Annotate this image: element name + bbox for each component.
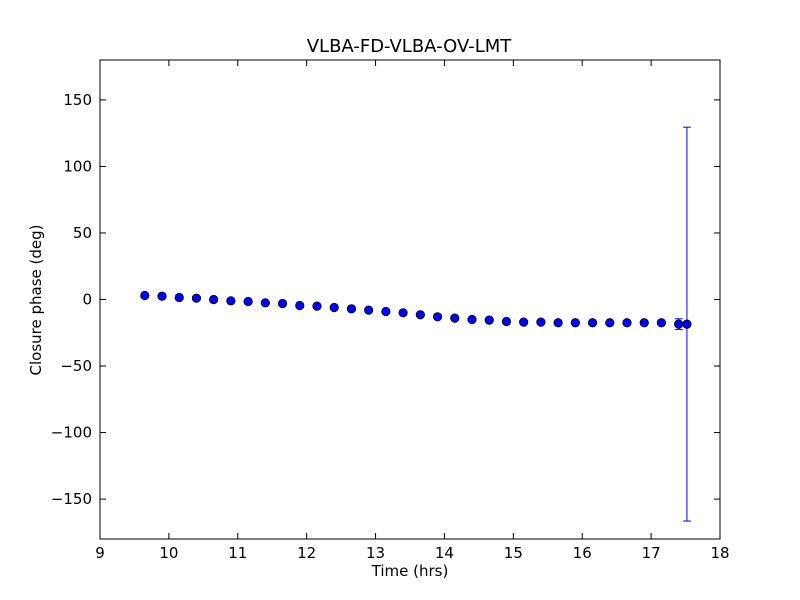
data-point bbox=[501, 316, 512, 327]
x-tick-label: 17 bbox=[642, 544, 661, 562]
data-point bbox=[553, 318, 563, 328]
data-point bbox=[364, 305, 374, 315]
y-tick-label: 150 bbox=[63, 91, 92, 109]
x-tick-label: 11 bbox=[228, 544, 247, 562]
data-point bbox=[209, 294, 219, 305]
data-point bbox=[191, 293, 202, 303]
data-point bbox=[398, 308, 408, 318]
data-point bbox=[467, 314, 477, 325]
data-point bbox=[157, 291, 167, 301]
data-point bbox=[674, 319, 684, 329]
x-tick-label: 16 bbox=[573, 544, 592, 562]
plot-frame bbox=[99, 59, 721, 540]
points-layer bbox=[140, 290, 692, 329]
data-point bbox=[381, 306, 391, 317]
y-tick-label: −50 bbox=[60, 357, 92, 375]
x-tick-label: 12 bbox=[297, 544, 316, 562]
data-point bbox=[312, 301, 322, 311]
data-point bbox=[432, 312, 443, 322]
data-point bbox=[605, 318, 615, 328]
data-point bbox=[415, 310, 425, 320]
data-point bbox=[587, 318, 598, 328]
data-point bbox=[536, 317, 546, 327]
data-point bbox=[570, 318, 580, 328]
chart-title: VLBA-FD-VLBA-OV-LMT bbox=[307, 36, 513, 57]
x-tick-label: 9 bbox=[95, 544, 105, 562]
data-point bbox=[174, 292, 184, 303]
y-axis-label: Closure phase (deg) bbox=[27, 225, 45, 376]
data-point bbox=[140, 290, 150, 301]
data-point bbox=[484, 315, 494, 325]
data-point bbox=[656, 318, 667, 328]
x-tick-label: 13 bbox=[366, 544, 385, 562]
y-tick-label: 0 bbox=[82, 291, 92, 309]
data-point bbox=[260, 298, 270, 308]
y-tick-label: 100 bbox=[63, 157, 92, 175]
data-point bbox=[639, 318, 649, 328]
x-tick-label: 14 bbox=[435, 544, 454, 562]
data-point bbox=[243, 296, 253, 307]
data-point bbox=[450, 313, 460, 323]
data-point bbox=[682, 319, 692, 329]
data-point bbox=[226, 296, 236, 306]
x-axis-label: Time (hrs) bbox=[371, 562, 449, 580]
x-tick-label: 15 bbox=[504, 544, 523, 562]
data-point bbox=[346, 304, 357, 314]
y-tick-label: −150 bbox=[51, 490, 92, 508]
data-point bbox=[622, 318, 632, 328]
y-tick-label: 50 bbox=[73, 224, 92, 242]
data-point bbox=[277, 298, 288, 309]
x-tick-label: 18 bbox=[710, 544, 729, 562]
y-tick-label: −100 bbox=[51, 424, 92, 442]
data-point bbox=[295, 300, 305, 311]
data-point bbox=[519, 317, 529, 327]
data-point bbox=[329, 302, 339, 313]
x-tick-label: 10 bbox=[159, 544, 178, 562]
